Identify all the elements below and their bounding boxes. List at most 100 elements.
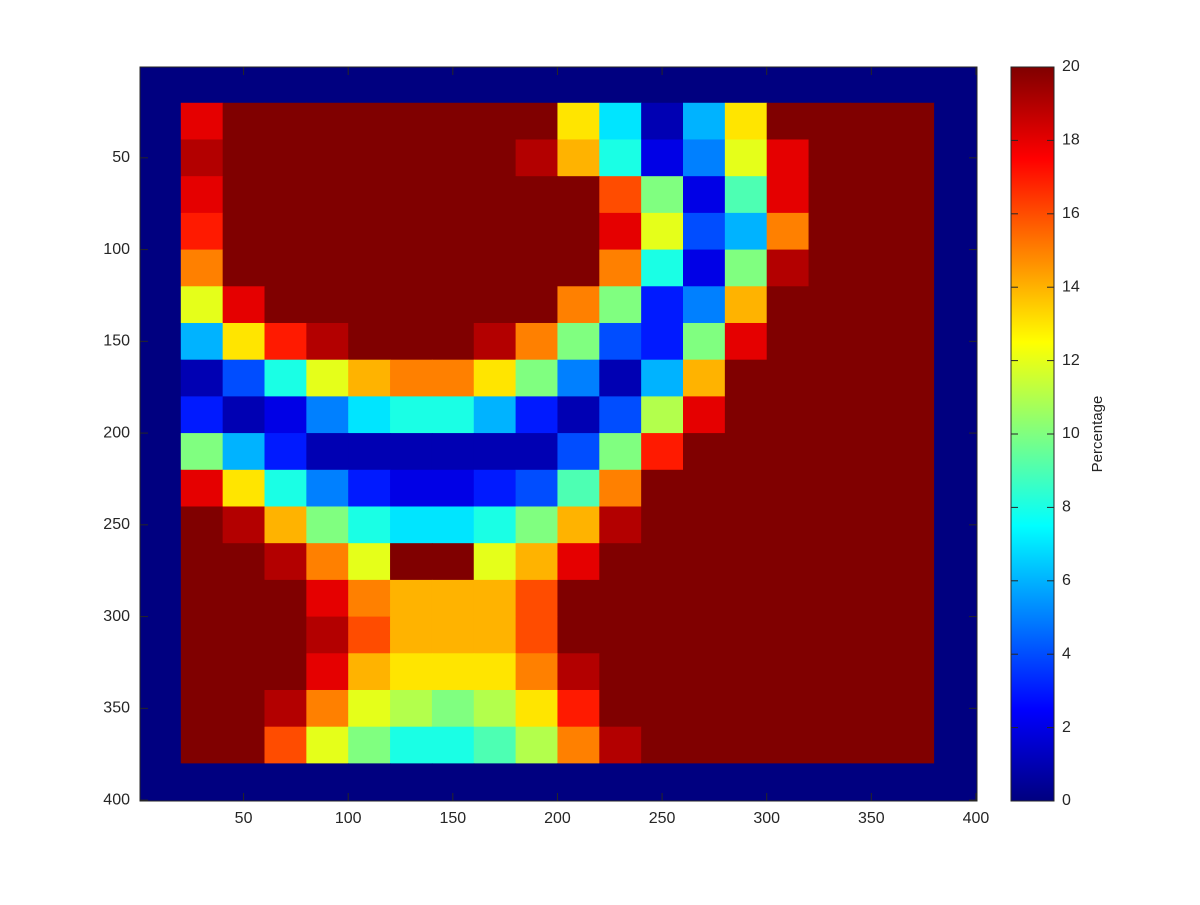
heatmap-cell (264, 359, 307, 397)
heatmap-cell (222, 176, 266, 214)
colorbar-tick-label: 6 (1062, 572, 1071, 589)
heatmap-cell (264, 579, 307, 618)
heatmap-cell (766, 579, 810, 618)
heatmap-cell (808, 212, 852, 251)
heatmap-cell (934, 616, 977, 654)
heatmap-cell (473, 396, 517, 434)
heatmap-cell (431, 322, 475, 361)
heatmap-cell (306, 763, 349, 801)
colorbar-tick-label: 2 (1062, 719, 1071, 736)
heatmap-cell (390, 506, 433, 544)
heatmap-cell (180, 653, 224, 691)
heatmap-cell (473, 322, 517, 361)
heatmap-cell (641, 469, 684, 508)
heatmap-cell (264, 689, 307, 728)
heatmap-cell (808, 726, 852, 764)
heatmap-cell (892, 763, 935, 801)
heatmap-cell (683, 249, 726, 287)
heatmap-cell (306, 359, 349, 397)
heatmap-cell (306, 689, 349, 728)
heatmap-cell (557, 139, 600, 177)
heatmap-cell (140, 579, 182, 618)
heatmap-cell (557, 249, 600, 287)
heatmap-cell (390, 249, 433, 287)
heatmap-cell (934, 249, 977, 287)
heatmap-cell (140, 653, 182, 691)
heatmap-cell (180, 67, 224, 104)
heatmap-cell (850, 689, 893, 728)
heatmap-cell (431, 176, 475, 214)
heatmap-cell (348, 286, 391, 324)
heatmap-cell (683, 433, 726, 471)
colorbar-tick-label: 14 (1062, 278, 1080, 295)
heatmap-cell (808, 579, 852, 618)
heatmap-cell (724, 616, 768, 654)
heatmap-cell (599, 689, 642, 728)
heatmap-cell (808, 286, 852, 324)
heatmap-cell (515, 469, 559, 508)
y-tick-label: 100 (103, 241, 130, 258)
heatmap-cell (641, 212, 684, 251)
heatmap-cell (641, 322, 684, 361)
heatmap-cell (515, 102, 559, 141)
heatmap-cell (892, 543, 935, 581)
heatmap-cell (140, 763, 182, 801)
heatmap-cell (599, 469, 642, 508)
heatmap-cell (683, 469, 726, 508)
heatmap-cell (641, 506, 684, 544)
heatmap-cell (390, 396, 433, 434)
heatmap-cell (892, 322, 935, 361)
heatmap-cell (724, 506, 768, 544)
heatmap-cell (850, 506, 893, 544)
heatmap-cell (683, 102, 726, 141)
heatmap-cell (599, 322, 642, 361)
heatmap-cell (850, 616, 893, 654)
heatmap-cell (222, 322, 266, 361)
heatmap-cell (431, 249, 475, 287)
heatmap-cell (180, 359, 224, 397)
heatmap-cell (306, 579, 349, 618)
heatmap-cell (892, 249, 935, 287)
heatmap-cell (850, 359, 893, 397)
heatmap-cell (348, 322, 391, 361)
heatmap-cell (140, 469, 182, 508)
heatmap-cell (348, 433, 391, 471)
heatmap-cell (641, 433, 684, 471)
heatmap-cell (222, 102, 266, 141)
heatmap-cell (515, 359, 559, 397)
heatmap-cell (892, 176, 935, 214)
heatmap-cell (515, 176, 559, 214)
heatmap-cell (724, 469, 768, 508)
heatmap-cell (599, 176, 642, 214)
heatmap-cell (140, 543, 182, 581)
heatmap-cell (892, 579, 935, 618)
heatmap-cell (808, 102, 852, 141)
heatmap-cell (264, 726, 307, 764)
heatmap-cell (724, 359, 768, 397)
heatmap-cell (222, 579, 266, 618)
heatmap-cell (306, 322, 349, 361)
heatmap-cell (892, 102, 935, 141)
heatmap-cell (306, 67, 349, 104)
heatmap-cell (850, 396, 893, 434)
heatmap-cell (390, 763, 433, 801)
heatmap-cell (724, 322, 768, 361)
heatmap-cell (599, 579, 642, 618)
x-tick-label: 250 (649, 810, 676, 827)
heatmap-cell (140, 67, 182, 104)
heatmap-cell (892, 616, 935, 654)
heatmap-cell (766, 543, 810, 581)
heatmap-cell (641, 579, 684, 618)
heatmap-cell (515, 322, 559, 361)
heatmap-cell (515, 249, 559, 287)
heatmap-cell (724, 543, 768, 581)
heatmap-cell (808, 616, 852, 654)
heatmap-cell (641, 249, 684, 287)
heatmap-cell (390, 359, 433, 397)
heatmap-cell (641, 543, 684, 581)
heatmap-cell (557, 322, 600, 361)
heatmap-cell (683, 763, 726, 801)
heatmap-cell (140, 359, 182, 397)
heatmap-cell (264, 616, 307, 654)
heatmap-cell (892, 286, 935, 324)
